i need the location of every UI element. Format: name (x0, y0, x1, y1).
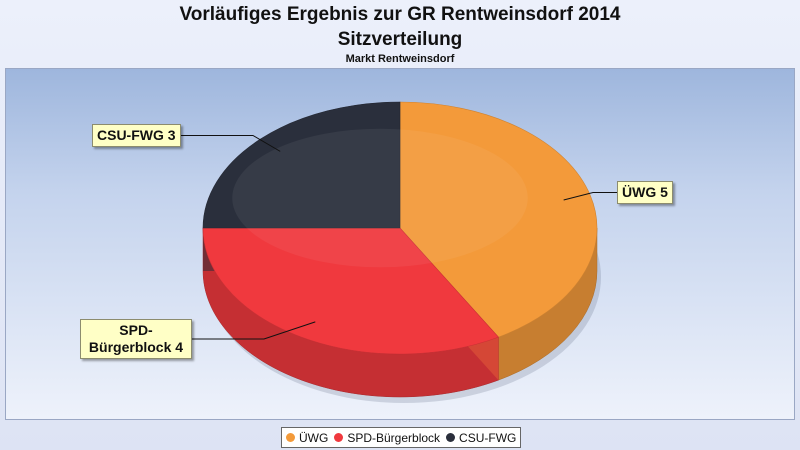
legend-label-0: ÜWG (299, 430, 329, 445)
plot-area (5, 68, 795, 420)
chart-subtitle: Sitzverteilung (337, 29, 463, 50)
legend-item-1: SPD-Bürgerblock (334, 431, 440, 445)
chart-title: Vorläufiges Ergebnis zur GR Rentweinsdor… (179, 4, 621, 25)
chart-legend: ÜWG SPD-Bürgerblock CSU-FWG (281, 427, 522, 448)
pie-chart (202, 101, 601, 403)
legend-item-0: ÜWG (286, 431, 328, 445)
pie-highlight (232, 128, 528, 268)
legend-marker-2 (446, 433, 456, 442)
legend-marker-1 (334, 433, 344, 442)
legend-label-1: SPD-Bürgerblock (347, 430, 441, 445)
legend-marker-0 (286, 433, 295, 442)
legend-label-2: CSU-FWG (459, 430, 517, 445)
chart-caption: Markt Rentweinsdorf (345, 53, 455, 65)
legend-item-2: CSU-FWG (446, 431, 516, 445)
